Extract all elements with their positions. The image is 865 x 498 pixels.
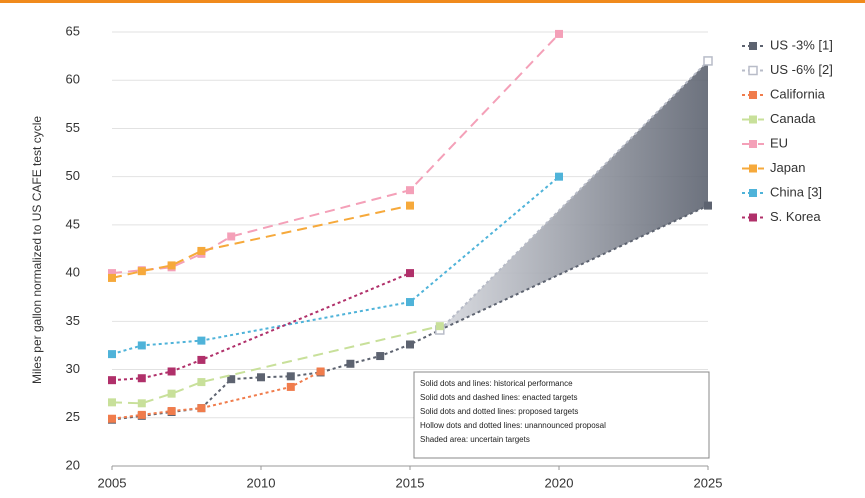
data-point [197,378,206,387]
series-line [111,370,322,420]
x-tick-label: 2015 [396,475,425,490]
data-point [167,261,176,270]
data-point [316,367,325,376]
series-line [111,175,560,356]
data-point [555,172,563,181]
y-tick-label: 60 [66,72,80,87]
data-point [137,341,146,350]
data-point [137,410,146,419]
data-point [257,373,265,382]
annotation-box [413,371,710,459]
y-tick-label: 65 [66,23,80,38]
y-tick-label: 40 [66,265,80,280]
annotation-text: Solid dots and dashed lines: enacted tar… [420,393,577,402]
y-tick-label: 35 [66,313,80,328]
data-point [555,29,563,38]
x-tick-label: 2010 [247,475,276,490]
legend-label: Japan [770,160,805,175]
top-border [0,0,865,3]
data-point [108,414,116,423]
legend-label: EU [770,135,788,150]
data-point [197,404,206,413]
data-point [703,56,713,66]
legend-marker [749,164,757,173]
data-point [137,267,146,276]
data-point [197,246,206,255]
y-tick-label: 30 [66,361,80,376]
data-point [704,201,712,210]
annotation-text: Shaded area: uncertain targets [420,435,530,444]
data-point [197,355,206,364]
legend-marker [749,189,757,197]
data-point [435,322,444,331]
legend-marker [749,213,757,222]
data-point [346,359,355,368]
data-point [167,389,176,398]
legend-marker [748,65,758,76]
y-tick-label: 20 [66,457,80,472]
annotation-text: Hollow dots and dotted lines: unannounce… [420,421,606,430]
data-point [406,201,414,210]
y-tick-label: 55 [66,120,80,135]
legend-label: US -6% [2] [770,62,833,77]
legend-label: Canada [770,111,816,126]
data-point [137,399,146,408]
data-point [108,350,116,359]
data-point [286,372,295,381]
data-point [406,186,414,195]
legend-marker [749,42,757,50]
data-point [137,374,146,383]
y-tick-label: 50 [66,168,80,183]
legend-label: China [3] [770,184,822,199]
data-point [227,375,236,384]
data-point [406,298,414,307]
legend-label: S. Korea [770,209,821,224]
x-tick-label: 2005 [98,475,127,490]
y-tick-label: 25 [66,409,80,424]
x-tick-label: 2025 [694,475,723,490]
series-line [111,204,411,279]
data-point [406,340,414,349]
annotation-text: Solid dots and dotted lines: proposed ta… [420,407,578,416]
data-point [108,398,116,407]
data-point [227,232,236,241]
x-tick-label: 2020 [545,475,574,490]
legend-marker [749,91,757,99]
data-point [406,269,414,278]
data-point [108,269,116,278]
data-point [376,352,385,361]
y-tick-label: 45 [66,216,80,231]
legend-marker [749,140,757,148]
legend-label: California [770,86,826,101]
y-axis-label: Miles per gallon normalized to US CAFE t… [30,116,44,384]
data-point [167,367,176,376]
data-point [108,376,116,385]
series-line [111,325,441,405]
annotation-text: Solid dots and lines: historical perform… [420,379,573,388]
data-point [286,382,295,391]
legend-marker [749,115,757,124]
data-point [167,407,176,416]
data-point [197,336,206,345]
series-line [111,33,560,275]
data-point [108,273,116,282]
series-line [111,272,411,382]
legend-label: US -3% [1] [770,37,833,52]
